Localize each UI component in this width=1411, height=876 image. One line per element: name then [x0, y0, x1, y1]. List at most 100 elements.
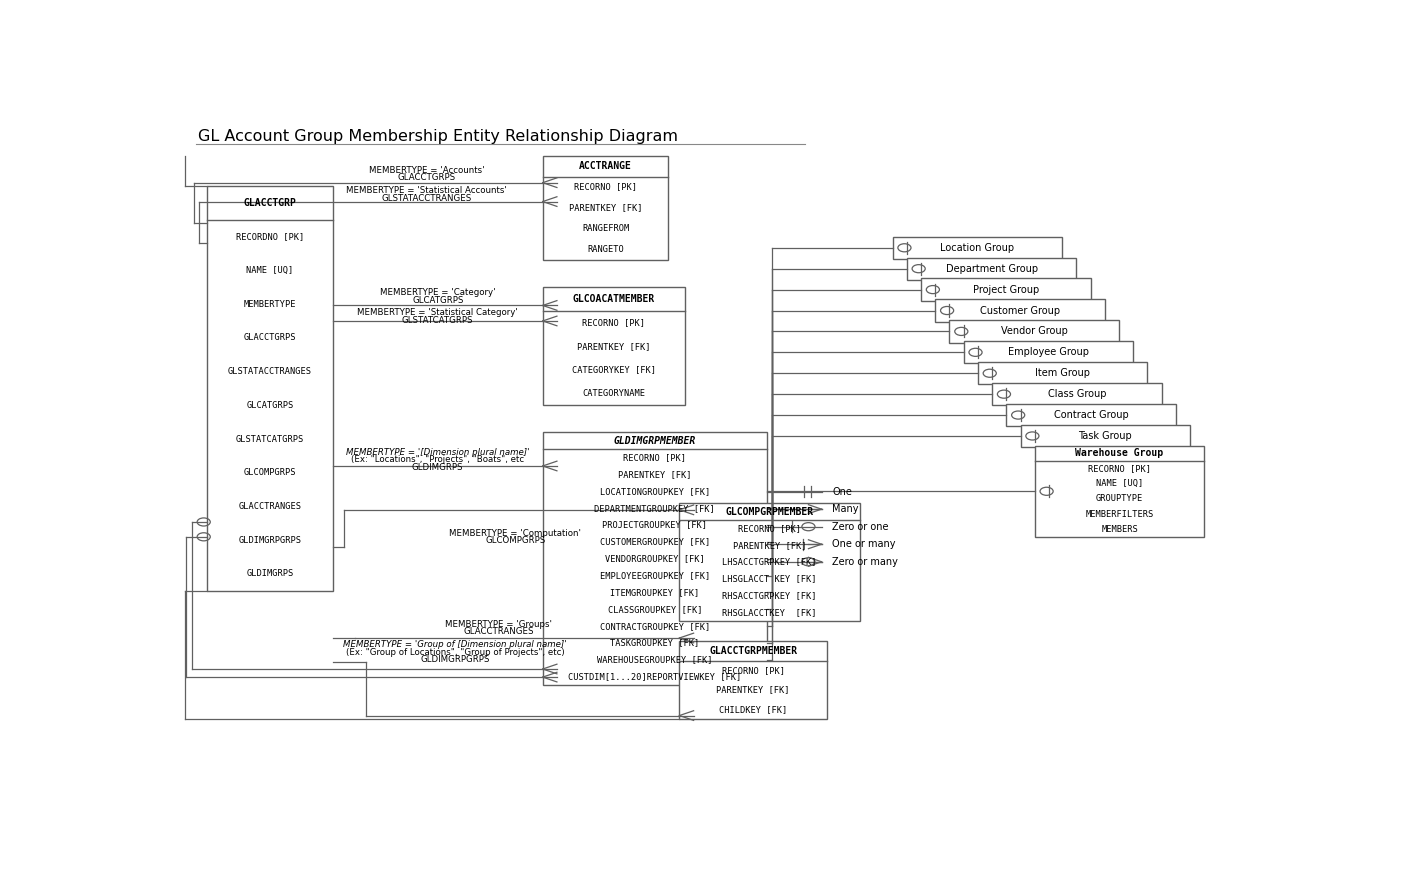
- Text: ITEMGROUPKEY [FK]: ITEMGROUPKEY [FK]: [610, 588, 700, 597]
- Text: RHSGLACCTKEY  [FK]: RHSGLACCTKEY [FK]: [722, 608, 817, 618]
- Text: GLCOMPGRPMEMBER: GLCOMPGRPMEMBER: [725, 506, 814, 517]
- Text: Class Group: Class Group: [1047, 389, 1106, 399]
- Text: GLCOMPGRPS: GLCOMPGRPS: [485, 536, 546, 546]
- Text: PARENTKEY [FK]: PARENTKEY [FK]: [569, 203, 642, 213]
- Bar: [907, 258, 1077, 279]
- Text: GLCOMPGRPS: GLCOMPGRPS: [244, 469, 296, 477]
- Text: LHSGLACCT KEY [FK]: LHSGLACCT KEY [FK]: [722, 575, 817, 583]
- Text: GL Account Group Membership Entity Relationship Diagram: GL Account Group Membership Entity Relat…: [198, 129, 679, 144]
- Text: CATEGORYNAME: CATEGORYNAME: [583, 389, 645, 398]
- Text: CLASSGROUPKEY [FK]: CLASSGROUPKEY [FK]: [608, 604, 703, 614]
- Text: RANGETO: RANGETO: [587, 245, 624, 254]
- Bar: [893, 237, 1062, 259]
- Text: PARENTKEY [FK]: PARENTKEY [FK]: [732, 540, 806, 550]
- Text: PARENTKEY [FK]: PARENTKEY [FK]: [618, 470, 691, 479]
- Text: TASKGROUPKEY [FK]: TASKGROUPKEY [FK]: [610, 639, 700, 647]
- Bar: [921, 279, 1091, 300]
- Text: PARENTKEY [FK]: PARENTKEY [FK]: [577, 342, 650, 350]
- Text: RHSACCTGRPKEY [FK]: RHSACCTGRPKEY [FK]: [722, 591, 817, 600]
- Text: MEMBERTYPE = 'Groups': MEMBERTYPE = 'Groups': [446, 620, 553, 629]
- Text: Vendor Group: Vendor Group: [1000, 327, 1068, 336]
- Bar: [935, 300, 1105, 321]
- Bar: [978, 362, 1147, 385]
- Text: GLDIMGRPMEMBER: GLDIMGRPMEMBER: [614, 435, 696, 446]
- Text: LHSACCTGRPKEY [FK]: LHSACCTGRPKEY [FK]: [722, 558, 817, 567]
- Text: LOCATIONGROUPKEY [FK]: LOCATIONGROUPKEY [FK]: [600, 487, 710, 496]
- Text: MEMBERTYPE = '[Dimension plural name]': MEMBERTYPE = '[Dimension plural name]': [346, 448, 529, 457]
- Text: GLCATGRPS: GLCATGRPS: [247, 401, 293, 410]
- Text: GROUPTYPE: GROUPTYPE: [1096, 494, 1143, 504]
- Bar: [207, 186, 333, 590]
- Text: DEPARTMENTGROUPKEY [FK]: DEPARTMENTGROUPKEY [FK]: [594, 504, 715, 512]
- Text: GLACCTGRPS: GLACCTGRPS: [398, 173, 456, 182]
- Text: CUSTDIM[1...20]REPORTVIEWKEY [FK]: CUSTDIM[1...20]REPORTVIEWKEY [FK]: [569, 672, 741, 682]
- Text: CUSTOMERGROUPKEY [FK]: CUSTOMERGROUPKEY [FK]: [600, 537, 710, 547]
- Text: MEMBERTYPE = 'Statistical Accounts': MEMBERTYPE = 'Statistical Accounts': [346, 187, 507, 195]
- Text: Zero or one: Zero or one: [832, 522, 889, 532]
- Text: Customer Group: Customer Group: [981, 306, 1060, 315]
- Text: MEMBERTYPE = 'Statistical Category': MEMBERTYPE = 'Statistical Category': [357, 308, 518, 317]
- Text: GLACCTRANGES: GLACCTRANGES: [464, 627, 535, 637]
- Text: CONTRACTGROUPKEY [FK]: CONTRACTGROUPKEY [FK]: [600, 622, 710, 631]
- Text: MEMBERTYPE = 'Group of [Dimension plural name]': MEMBERTYPE = 'Group of [Dimension plural…: [343, 640, 567, 649]
- Text: Warehouse Group: Warehouse Group: [1075, 449, 1164, 458]
- Text: GLSTATACCTRANGES: GLSTATACCTRANGES: [227, 367, 312, 376]
- Text: WAREHOUSEGROUPKEY [FK]: WAREHOUSEGROUPKEY [FK]: [597, 655, 713, 664]
- Text: GLACCTGRPS: GLACCTGRPS: [244, 334, 296, 343]
- Text: CATEGORYKEY [FK]: CATEGORYKEY [FK]: [571, 365, 656, 374]
- Text: Many: Many: [832, 505, 859, 514]
- Text: ACCTRANGE: ACCTRANGE: [579, 161, 632, 171]
- Text: Task Group: Task Group: [1078, 431, 1132, 441]
- Text: RECORNO [PK]: RECORNO [PK]: [721, 666, 785, 675]
- Text: Contract Group: Contract Group: [1054, 410, 1129, 420]
- Text: NAME [UQ]: NAME [UQ]: [1096, 479, 1143, 488]
- Bar: [964, 342, 1133, 364]
- Bar: [680, 503, 859, 621]
- Text: Location Group: Location Group: [940, 243, 1015, 253]
- Bar: [543, 156, 669, 260]
- Text: GLCOACATMEMBER: GLCOACATMEMBER: [573, 294, 655, 304]
- Bar: [1020, 425, 1189, 447]
- Text: GLSTATCATGRPS: GLSTATCATGRPS: [236, 434, 303, 443]
- Text: GLACCTGRPMEMBER: GLACCTGRPMEMBER: [710, 646, 797, 656]
- Bar: [1006, 404, 1175, 427]
- Bar: [543, 432, 768, 685]
- Text: GLDIMGRPS: GLDIMGRPS: [247, 569, 293, 578]
- Bar: [992, 383, 1161, 406]
- Bar: [543, 287, 684, 406]
- Text: GLSTATACCTRANGES: GLSTATACCTRANGES: [381, 194, 471, 202]
- Text: RECORNO [PK]: RECORNO [PK]: [574, 182, 638, 192]
- Text: NAME [UQ]: NAME [UQ]: [247, 266, 293, 275]
- Text: RECORDNO [PK]: RECORDNO [PK]: [236, 232, 303, 241]
- Text: PARENTKEY [FK]: PARENTKEY [FK]: [717, 685, 790, 695]
- Bar: [1034, 446, 1205, 537]
- Bar: [680, 641, 827, 719]
- Text: RECORNO [PK]: RECORNO [PK]: [624, 453, 686, 462]
- Text: GLACCTGRP: GLACCTGRP: [244, 198, 296, 208]
- Text: Item Group: Item Group: [1036, 368, 1091, 378]
- Text: MEMBERTYPE = 'Accounts': MEMBERTYPE = 'Accounts': [370, 166, 484, 175]
- Text: One: One: [832, 487, 852, 497]
- Text: RANGEFROM: RANGEFROM: [581, 224, 629, 233]
- Text: MEMBERTYPE: MEMBERTYPE: [244, 300, 296, 308]
- Bar: [950, 321, 1119, 343]
- Text: (Ex: "Group of Locations", "Group of Projects", etc): (Ex: "Group of Locations", "Group of Pro…: [346, 647, 564, 657]
- Text: GLCATGRPS: GLCATGRPS: [412, 295, 463, 305]
- Text: Employee Group: Employee Group: [1007, 347, 1089, 357]
- Text: GLSTATCATGRPS: GLSTATCATGRPS: [402, 315, 474, 325]
- Text: GLDIMGRPS: GLDIMGRPS: [412, 463, 463, 472]
- Text: RECORNO [PK]: RECORNO [PK]: [1088, 464, 1151, 473]
- Text: RECORNO [PK]: RECORNO [PK]: [738, 524, 801, 533]
- Text: CHILDKEY [FK]: CHILDKEY [FK]: [720, 704, 787, 714]
- Text: One or many: One or many: [832, 540, 896, 549]
- Text: PROJECTGROUPKEY [FK]: PROJECTGROUPKEY [FK]: [602, 520, 707, 529]
- Text: (Ex: "Locations", "Projects", "Boats", etc: (Ex: "Locations", "Projects", "Boats", e…: [351, 456, 525, 464]
- Text: MEMBERTYPE = 'Computation': MEMBERTYPE = 'Computation': [449, 529, 581, 538]
- Text: GLACCTRANGES: GLACCTRANGES: [238, 502, 302, 511]
- Text: VENDORGROUPKEY [FK]: VENDORGROUPKEY [FK]: [605, 555, 704, 563]
- Text: RECORNO [PK]: RECORNO [PK]: [583, 318, 645, 327]
- Text: MEMBERTYPE = 'Category': MEMBERTYPE = 'Category': [380, 288, 495, 297]
- Text: Zero or many: Zero or many: [832, 557, 899, 567]
- Text: EMPLOYEEGROUPKEY [FK]: EMPLOYEEGROUPKEY [FK]: [600, 571, 710, 580]
- Text: MEMBERS: MEMBERS: [1101, 525, 1137, 533]
